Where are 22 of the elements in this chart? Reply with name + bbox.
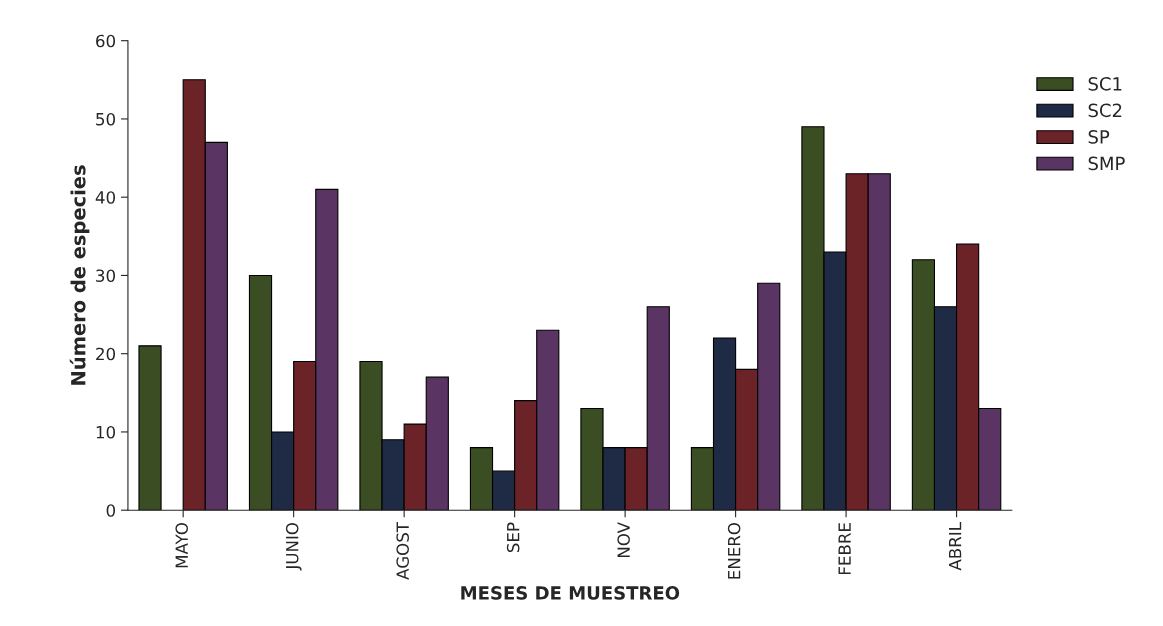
legend-label: SP [1088, 130, 1110, 144]
y-tick-label: 10 [96, 425, 116, 439]
x-tick-label: AGOST [396, 521, 409, 580]
x-tick-label: MAYO [175, 522, 189, 568]
bar [138, 345, 162, 511]
y-tick-label: 60 [96, 34, 116, 48]
y-tick-label: 40 [95, 191, 116, 204]
y-tick-label: 30 [96, 269, 116, 283]
y-tick-label: 50 [96, 112, 116, 126]
y-tick-label: 0 [106, 504, 116, 517]
legend-label: SC2 [1088, 103, 1122, 118]
x-tick-label: ENERO [727, 522, 741, 579]
legend-label: SC1 [1088, 77, 1122, 91]
x-tick-label: NOV [617, 522, 630, 558]
x-tick-label: FEBRE [838, 523, 851, 575]
y-axis-title: Número de especies [69, 165, 90, 385]
x-axis-title: MESES DE MUESTREO [461, 586, 680, 600]
x-tick-label: SEP [506, 522, 520, 553]
x-tick-label: JUNIO [285, 522, 302, 571]
legend-label: SMP [1088, 156, 1125, 171]
x-tick-label: ABRIL [949, 522, 962, 571]
y-tick-label: 20 [96, 347, 116, 361]
